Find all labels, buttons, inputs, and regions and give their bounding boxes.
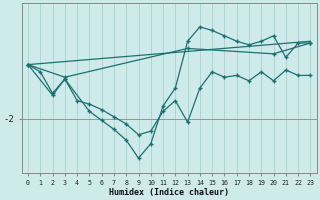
X-axis label: Humidex (Indice chaleur): Humidex (Indice chaleur) xyxy=(109,188,229,197)
